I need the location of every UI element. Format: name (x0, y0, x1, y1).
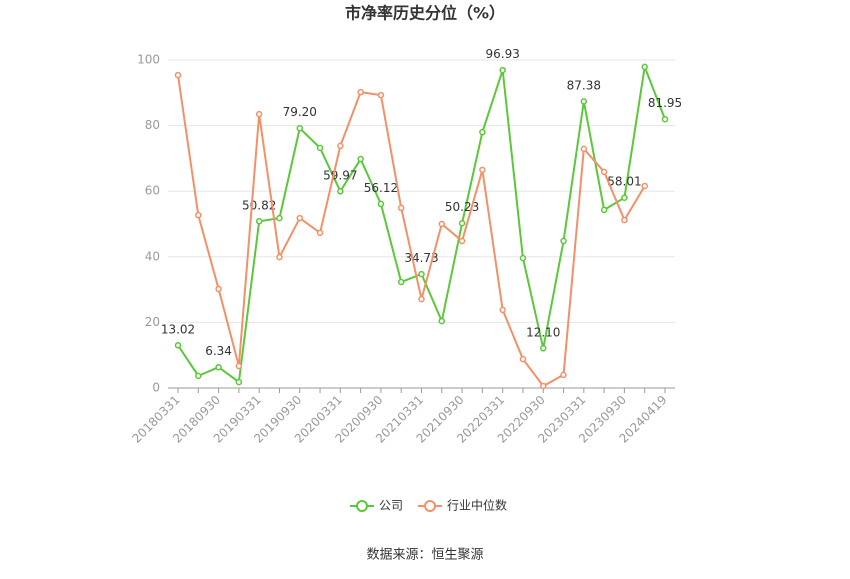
point (296, 124, 303, 132)
point (357, 88, 364, 96)
y-tick-label: 40 (145, 249, 160, 263)
legend-item: 公司 (350, 499, 403, 513)
point (418, 270, 425, 278)
y-tick-label: 100 (137, 53, 160, 67)
legend-item: 行业中位数 (418, 498, 507, 513)
point (255, 110, 263, 118)
point (377, 91, 385, 99)
point (276, 214, 283, 222)
point (235, 378, 243, 386)
point (357, 155, 364, 163)
source: 数据来源：恒生聚源 (366, 548, 483, 563)
point (560, 371, 567, 379)
data-label: 58.01 (607, 175, 641, 189)
point (438, 317, 446, 325)
point (397, 204, 405, 212)
data-label: 56.12 (364, 181, 398, 195)
data-label: 59.97 (323, 168, 357, 182)
data-label: 13.02 (161, 322, 195, 336)
point (458, 237, 466, 245)
y-tick-label: 80 (145, 118, 160, 132)
point (479, 166, 486, 174)
point (560, 237, 567, 245)
point (499, 66, 506, 74)
point (377, 200, 385, 208)
point (438, 220, 446, 228)
point (174, 342, 182, 349)
point (641, 63, 648, 71)
point (418, 295, 425, 303)
point (235, 362, 243, 370)
point (174, 71, 182, 79)
data-label: 81.95 (648, 96, 682, 110)
point (600, 168, 608, 176)
point (195, 372, 202, 380)
point (621, 194, 628, 201)
point (296, 214, 303, 222)
legend-label: 公司 (379, 499, 403, 513)
data-label: 79.20 (283, 105, 317, 119)
point (580, 145, 588, 153)
legend-label: 行业中位数 (447, 498, 507, 513)
point (316, 229, 324, 237)
data-label: 96.93 (485, 47, 519, 61)
point (337, 188, 344, 195)
legend-marker (424, 500, 436, 512)
data-label: 6.34 (205, 344, 232, 358)
point (316, 144, 324, 152)
data-label: 12.10 (526, 325, 560, 339)
legend-marker (356, 500, 368, 512)
y-tick-label: 20 (145, 315, 160, 329)
point (215, 363, 222, 371)
data-label: 87.38 (567, 78, 601, 92)
chart-title: 市净率历史分位（%） (345, 4, 505, 23)
point (580, 98, 588, 105)
point (641, 182, 648, 190)
point (479, 128, 486, 136)
point (540, 382, 547, 390)
point (195, 211, 202, 219)
point (337, 142, 344, 150)
point (255, 218, 263, 225)
y-tick-label: 0 (152, 381, 160, 395)
point (458, 219, 466, 227)
point (215, 285, 222, 293)
point (499, 306, 506, 314)
point (519, 254, 527, 262)
point (600, 206, 608, 214)
point (621, 216, 628, 224)
point (661, 115, 669, 123)
y-tick-label: 60 (145, 184, 160, 198)
series-line (177, 74, 646, 388)
point (276, 253, 283, 261)
point (397, 278, 405, 286)
point (540, 345, 547, 352)
point (519, 355, 527, 363)
